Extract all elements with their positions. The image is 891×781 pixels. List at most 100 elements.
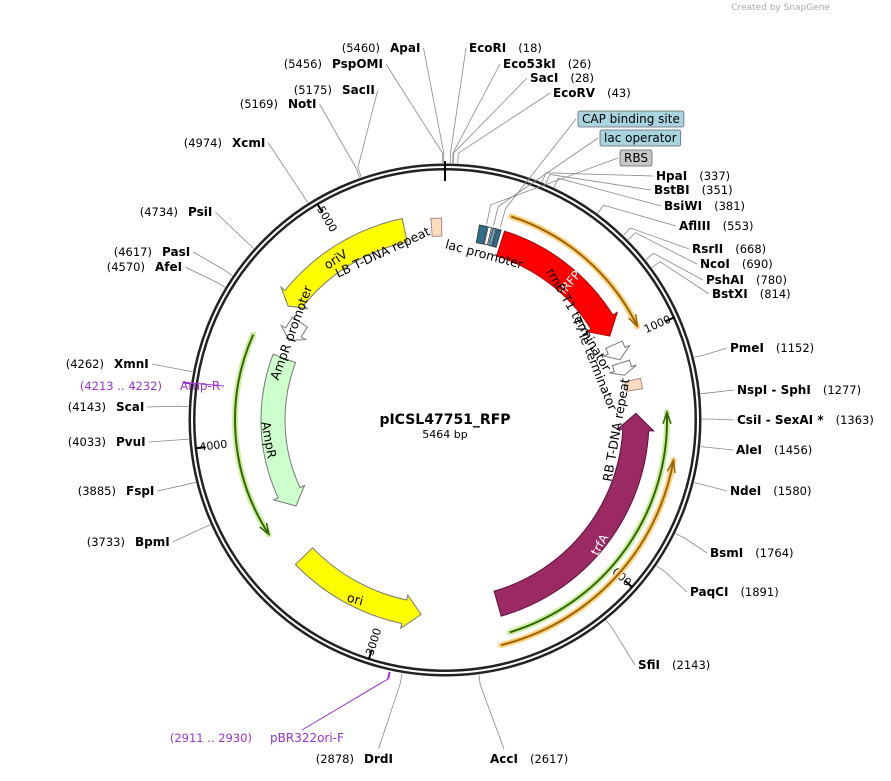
enzyme-position: (18) [518, 41, 542, 55]
lac-element [492, 228, 502, 248]
enzyme-name: SfiI [638, 658, 660, 672]
enzyme-position: (1363) [836, 413, 874, 427]
enzyme-position: (553) [723, 219, 754, 233]
enzyme-name: AflIII [679, 219, 711, 233]
enzyme-name: EcoRI [469, 41, 506, 55]
tick-mark [624, 579, 633, 588]
lb-repeat [430, 217, 443, 237]
tick-mark [195, 446, 206, 450]
enzyme-position: (4617) [114, 245, 152, 259]
enzyme-leader [172, 524, 211, 543]
enzyme-leader [694, 347, 728, 358]
trfa-arrow [493, 412, 655, 617]
enzyme-position: (5456) [284, 57, 322, 71]
enzyme-name: ApaI [390, 41, 420, 55]
enzyme-leader [656, 565, 688, 593]
tick-label: 1000 [642, 313, 673, 336]
enzyme-leader [267, 142, 309, 203]
enzyme-name: AfeI [155, 260, 182, 274]
enzyme-leader [623, 227, 690, 250]
enzyme-position: (1891) [740, 585, 778, 599]
enzyme-leader [449, 47, 467, 164]
feature-label: AmpR [258, 420, 279, 460]
enzyme-leader [423, 47, 445, 163]
enzyme-name: RsrII [692, 242, 723, 256]
enzyme-leader [645, 252, 704, 281]
enzyme-name: NotI [288, 97, 317, 111]
enzyme-position: (2878) [316, 752, 354, 766]
ampr-promoter-arrow [280, 316, 309, 342]
terminator-arrow [609, 359, 637, 376]
boxed-feature [599, 129, 682, 147]
enzyme-leader [378, 673, 403, 750]
rb-repeat [624, 377, 644, 392]
enzyme-name: DrdI [364, 752, 393, 766]
enzyme-leader [357, 89, 379, 178]
enzyme-position: (2143) [672, 658, 710, 672]
enzyme-position: (4262) [66, 357, 104, 371]
enzyme-position: (3885) [78, 484, 116, 498]
enzyme-leader [452, 63, 501, 164]
enzyme-name: CsiI - SexAI * [737, 413, 824, 427]
enzyme-leader [700, 446, 734, 451]
enzyme-position: (5169) [240, 97, 278, 111]
enzyme-leader [553, 177, 662, 207]
oriv-arrow [279, 217, 408, 310]
boxed-feature [619, 149, 653, 167]
enzyme-position: (814) [760, 287, 791, 301]
enzyme-leader [545, 174, 652, 191]
enzyme-name: BpmI [135, 535, 170, 549]
enzyme-leader [457, 92, 551, 164]
enzyme-name: HpaI [656, 169, 687, 183]
plasmid-size: 5464 bp [422, 428, 467, 441]
enzyme-position: (337) [699, 169, 730, 183]
enzyme-leader [184, 266, 226, 288]
ampr-arrow [260, 353, 306, 507]
enzyme-leader [694, 482, 728, 492]
enzyme-position: (1456) [774, 443, 812, 457]
enzyme-position: (2617) [530, 752, 568, 766]
enzyme-name: AleI [736, 443, 762, 457]
enzyme-leader [319, 103, 360, 178]
enzyme-name: NcoI [700, 257, 730, 271]
enzyme-position: (351) [702, 183, 733, 197]
enzyme-leader [478, 674, 505, 750]
enzyme-name: XmnI [114, 357, 149, 371]
enzyme-position: (1764) [755, 546, 793, 560]
trfa-primer-arc-head [662, 410, 672, 425]
enzyme-position: (381) [714, 199, 745, 213]
ori-arrow [294, 547, 422, 630]
enzyme-name: SacI [530, 71, 558, 85]
enzyme-name: ScaI [116, 400, 144, 414]
enzyme-position: (1152) [776, 341, 814, 355]
enzyme-leader [605, 620, 636, 666]
tick-label: 5000 [314, 204, 339, 235]
enzyme-leader [215, 211, 254, 249]
enzyme-leader [597, 204, 677, 227]
plasmid-name: pICSL47751_RFP [379, 412, 510, 428]
enzyme-leader [675, 533, 708, 554]
enzyme-position: (4033) [68, 435, 106, 449]
feature-leader [493, 137, 599, 226]
trfa-primer-arc [509, 412, 668, 634]
enzyme-leader [700, 389, 735, 395]
tick-label: 3000 [363, 627, 384, 658]
lac-element [488, 227, 497, 247]
enzyme-position: (26) [568, 57, 592, 71]
enzyme-name: PaqCI [690, 585, 728, 599]
enzyme-leader [627, 232, 698, 265]
primer-leader [182, 381, 225, 387]
terminator-arrow [601, 340, 631, 361]
enzyme-position: (5460) [342, 41, 380, 55]
enzyme-leader [151, 363, 193, 373]
lac-element [475, 224, 488, 245]
tick-mark [367, 649, 373, 660]
credit: Created by SnapGene [731, 3, 830, 13]
trfa-primer-arc2-head [666, 457, 676, 474]
enzyme-position: (4143) [68, 400, 106, 414]
enzyme-position: (4974) [184, 136, 222, 150]
primer-mark [387, 671, 391, 680]
enzyme-leader [157, 481, 196, 492]
enzyme-leader [192, 251, 233, 276]
